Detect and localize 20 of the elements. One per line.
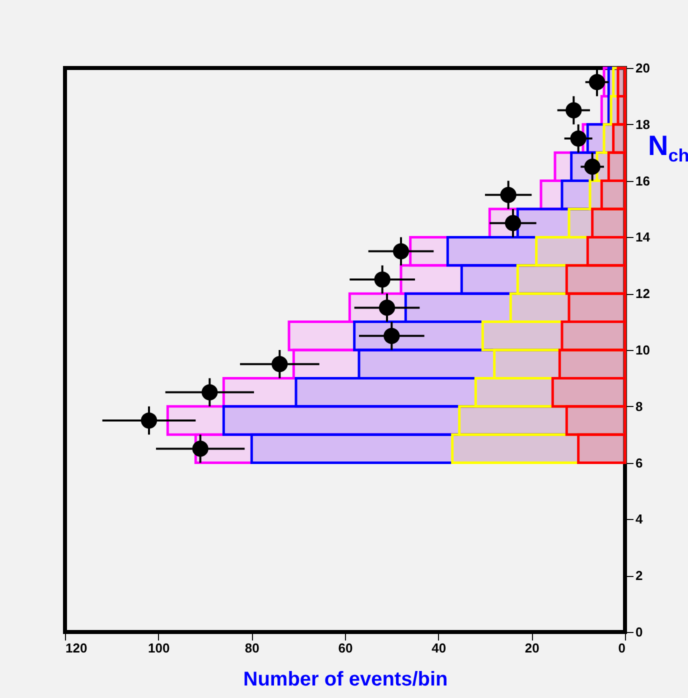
- y-tick-label: 8: [636, 398, 643, 414]
- y-tick-label: 20: [636, 60, 650, 76]
- x-tick-label: 20: [524, 640, 540, 656]
- x-tick-label: 80: [244, 640, 260, 656]
- y-tick-label: 4: [636, 512, 644, 527]
- y-tick-label: 12: [636, 286, 650, 302]
- x-tick-label: 120: [66, 640, 88, 656]
- y-tick-label: 18: [636, 116, 650, 132]
- y-tick-label: 10: [636, 342, 650, 358]
- y-tick-label: 16: [636, 173, 650, 188]
- x-tick-label: 60: [338, 640, 353, 656]
- x-axis-title: Number of events/bin: [243, 668, 448, 690]
- y-tick-label: 14: [636, 230, 651, 245]
- y-axis-title: N$_{ch}$: [648, 130, 688, 167]
- y-tick-label: 2: [636, 568, 643, 584]
- x-tick-label: 0: [618, 640, 626, 656]
- x-tick-label: 100: [148, 640, 170, 656]
- y-tick-label: 6: [636, 455, 643, 470]
- y-tick-label: 0: [636, 624, 643, 640]
- x-tick-label: 40: [432, 640, 446, 656]
